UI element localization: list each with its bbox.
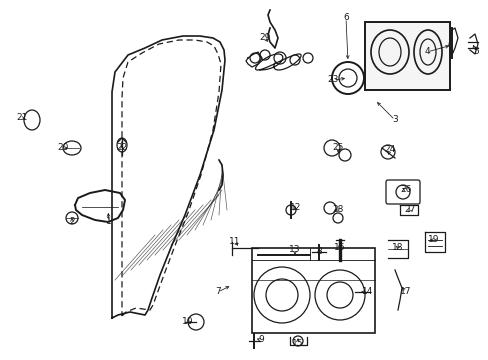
Text: 26: 26 [400,185,411,194]
Text: 20: 20 [57,144,68,153]
Text: 27: 27 [404,206,415,215]
Text: 29: 29 [259,33,270,42]
Text: 14: 14 [362,288,373,297]
Text: 1: 1 [106,217,112,226]
Text: 11: 11 [229,238,240,247]
Text: 4: 4 [423,48,429,57]
Text: 28: 28 [332,206,343,215]
Text: 3: 3 [391,116,397,125]
Text: 9: 9 [258,336,264,345]
Text: 7: 7 [215,288,221,297]
Text: 19: 19 [427,235,439,244]
Text: 22: 22 [116,144,127,153]
Text: 18: 18 [391,243,403,252]
Text: 21: 21 [16,113,28,122]
Text: 10: 10 [182,318,193,327]
Text: 23: 23 [326,76,338,85]
Text: 25: 25 [332,144,343,153]
Text: 8: 8 [315,248,321,256]
Bar [251,248,374,333]
Text: 6: 6 [343,13,348,22]
Text: 17: 17 [400,288,411,297]
Bar [364,22,449,90]
Text: 5: 5 [472,48,478,57]
Text: 24: 24 [384,145,395,154]
Text: 16: 16 [334,243,345,252]
Text: 15: 15 [292,338,303,347]
Text: 13: 13 [289,246,300,255]
Text: 2: 2 [69,217,75,226]
Text: 12: 12 [290,203,301,212]
